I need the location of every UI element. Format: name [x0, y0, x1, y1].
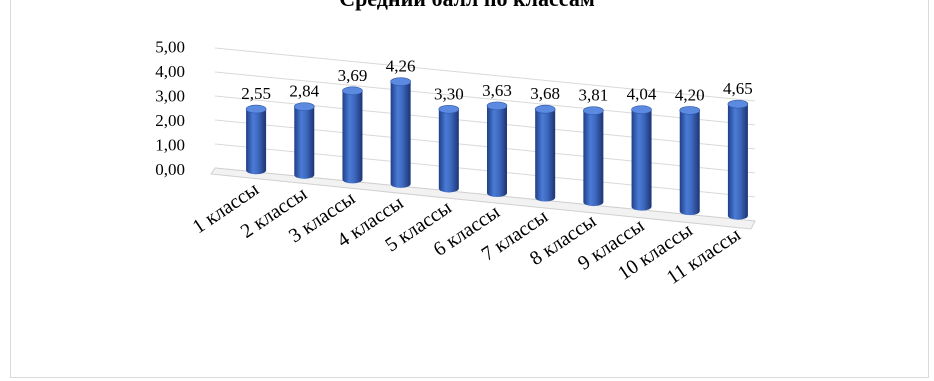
y-tick-label: 2,00: [155, 111, 185, 130]
bar-body: [583, 110, 604, 207]
bar-top: [583, 106, 604, 115]
bar-body: [438, 109, 459, 193]
gridline: [214, 71, 756, 126]
bar-body: [294, 106, 315, 179]
bars: [245, 77, 749, 220]
data-label: 3,63: [482, 81, 512, 100]
bar: [438, 104, 460, 193]
bar-top: [679, 106, 701, 115]
floor-plane: [210, 167, 756, 230]
data-label: 4,26: [386, 57, 416, 76]
chart-floor: [210, 167, 756, 230]
bar-top: [245, 104, 267, 114]
bar-body: [727, 104, 748, 220]
bar: [486, 101, 508, 197]
bar: [342, 86, 363, 184]
chart-title: Средний балл по классам: [0, 0, 934, 12]
bar-body: [631, 109, 652, 211]
y-tick-label: 3,00: [155, 87, 185, 106]
data-labels: 2,55 2,84 3,69 4,26 3,30 3,63 3,68 3,81 4,04 4,20…: [241, 57, 753, 105]
y-tick-label: 5,00: [155, 38, 185, 57]
chart-frame: [10, 0, 929, 378]
bar: [293, 102, 315, 179]
y-tick-label: 4,00: [155, 62, 185, 81]
bar-body: [390, 81, 411, 188]
data-label: 2,55: [241, 84, 271, 103]
bar-top: [342, 86, 363, 96]
bar: [534, 104, 556, 202]
y-axis: 0,00 1,00 2,00 3,00 4,00 5,00: [155, 38, 185, 180]
data-label: 3,68: [530, 84, 560, 103]
bar-body: [246, 109, 267, 175]
data-label: 3,81: [578, 86, 608, 105]
data-label: 4,20: [675, 85, 705, 104]
data-label: 4,04: [627, 85, 657, 104]
y-tick-label: 0,00: [155, 160, 185, 179]
bar-body: [535, 109, 556, 202]
bar-top: [631, 105, 652, 114]
bar: [631, 105, 652, 211]
bar-top: [390, 77, 411, 86]
bar-top: [438, 104, 460, 114]
data-label: 4,65: [723, 79, 753, 98]
bar-body: [487, 105, 507, 197]
bar: [679, 106, 701, 216]
bar: [583, 106, 604, 207]
bar-top: [727, 99, 749, 109]
bar: [245, 104, 267, 175]
gridline: [214, 47, 756, 102]
data-label: 2,84: [289, 82, 319, 101]
data-label: 3,30: [434, 84, 464, 103]
bar-top: [486, 101, 508, 111]
bar: [390, 77, 411, 188]
bar-body: [679, 110, 700, 216]
bar-top: [534, 104, 556, 114]
bar-top: [293, 102, 315, 111]
bar-body: [342, 90, 363, 184]
y-tick-label: 1,00: [155, 136, 185, 155]
data-label: 3,69: [338, 66, 368, 85]
bar: [727, 99, 749, 220]
